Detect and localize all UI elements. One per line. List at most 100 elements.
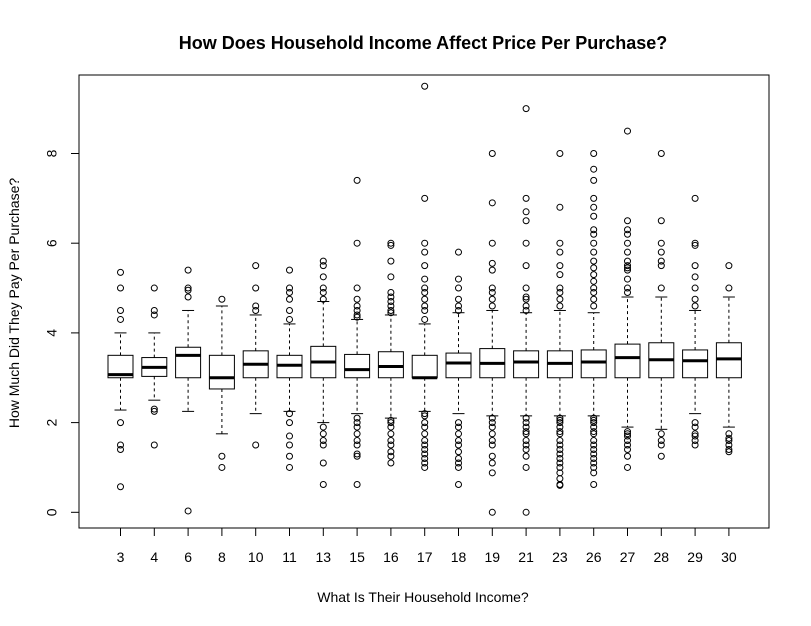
outlier-point [455, 295, 462, 303]
box-series [107, 82, 742, 516]
iqr-box [377, 351, 404, 379]
outlier-point [353, 295, 361, 303]
outlier-point [590, 416, 598, 424]
outlier-point [725, 448, 733, 456]
outlier-point [387, 448, 395, 456]
outlier-point [252, 262, 260, 270]
x-tick-label: 6 [184, 549, 192, 565]
outlier-point [218, 463, 226, 471]
outlier-point [421, 410, 429, 418]
outlier-point [725, 446, 733, 454]
outlier-point [387, 257, 395, 265]
box-23 [546, 149, 573, 489]
outlier-point [353, 430, 361, 438]
outlier-point [522, 423, 530, 431]
outlier-point [556, 289, 564, 297]
outlier-point [590, 248, 598, 256]
box-21 [513, 105, 540, 516]
outlier-point [421, 419, 429, 427]
iqr-box [208, 354, 235, 390]
outlier-point [556, 302, 564, 310]
outlier-point [353, 419, 361, 427]
x-tick-label: 28 [654, 549, 670, 565]
outlier-point [387, 459, 395, 467]
outlier-point [590, 463, 598, 471]
outlier-point [522, 239, 530, 247]
box-13 [310, 257, 337, 488]
outlier-point [522, 306, 530, 314]
outlier-point [421, 248, 429, 256]
outlier-point [218, 295, 226, 303]
outlier-point [624, 262, 631, 270]
outlier-point [590, 437, 598, 445]
outlier-point [353, 480, 361, 488]
outlier-point [691, 437, 699, 445]
outlier-point [387, 430, 395, 438]
outlier-point [319, 257, 327, 265]
outlier-point [421, 302, 429, 310]
outlier-point [624, 264, 631, 272]
outlier-point [421, 275, 429, 283]
outlier-point [691, 273, 699, 281]
x-tick-label: 4 [150, 549, 158, 565]
outlier-point [590, 149, 598, 157]
y-tick-label: 0 [44, 508, 60, 516]
outlier-point [353, 313, 361, 321]
x-tick-label: 23 [552, 549, 568, 565]
outlier-point [117, 268, 124, 276]
outlier-point [556, 414, 564, 422]
outlier-point [387, 441, 395, 449]
outlier-point [624, 226, 631, 234]
outlier-point [556, 271, 564, 279]
outlier-point [488, 284, 496, 292]
outlier-point [488, 441, 496, 449]
iqr-box [614, 343, 641, 379]
outlier-point [590, 230, 598, 238]
outlier-point [624, 257, 631, 265]
outlier-point [319, 437, 327, 445]
outlier-point [286, 295, 293, 303]
outlier-point [150, 284, 158, 292]
outlier-point [691, 194, 699, 202]
outlier-point [624, 432, 631, 440]
outlier-point [590, 277, 598, 285]
box-17 [411, 82, 438, 471]
outlier-point [184, 286, 192, 294]
outlier-point [387, 298, 395, 305]
outlier-point [556, 416, 564, 424]
outlier-point [590, 271, 598, 279]
outlier-point [387, 423, 395, 431]
outlier-point [319, 284, 327, 292]
outlier-point [455, 430, 462, 438]
outlier-point [252, 302, 260, 310]
outlier-point [590, 480, 598, 488]
outlier-point [691, 441, 699, 449]
outlier-point [488, 199, 496, 207]
outlier-point [184, 284, 192, 292]
outlier-point [421, 446, 429, 454]
x-tick-label: 27 [620, 549, 636, 565]
outlier-point [624, 248, 631, 256]
outlier-point [624, 275, 631, 283]
outlier-point [522, 446, 530, 454]
outlier-point [150, 306, 158, 314]
outlier-point [353, 176, 361, 184]
iqr-box [445, 352, 472, 379]
outlier-point [624, 266, 631, 274]
outlier-point [590, 419, 598, 427]
outlier-point [488, 452, 496, 460]
outlier-point [455, 463, 462, 471]
outlier-point [387, 293, 395, 301]
outlier-point [455, 275, 462, 283]
outlier-point [488, 295, 496, 303]
box-27 [614, 127, 641, 471]
outlier-point [556, 446, 564, 454]
outlier-point [353, 311, 361, 319]
outlier-point [624, 463, 631, 471]
x-tick-label: 16 [383, 549, 399, 565]
outlier-point [590, 212, 598, 220]
outlier-point [657, 149, 665, 157]
outlier-point [590, 194, 598, 202]
outlier-point [657, 239, 665, 247]
outlier-point [590, 226, 598, 234]
